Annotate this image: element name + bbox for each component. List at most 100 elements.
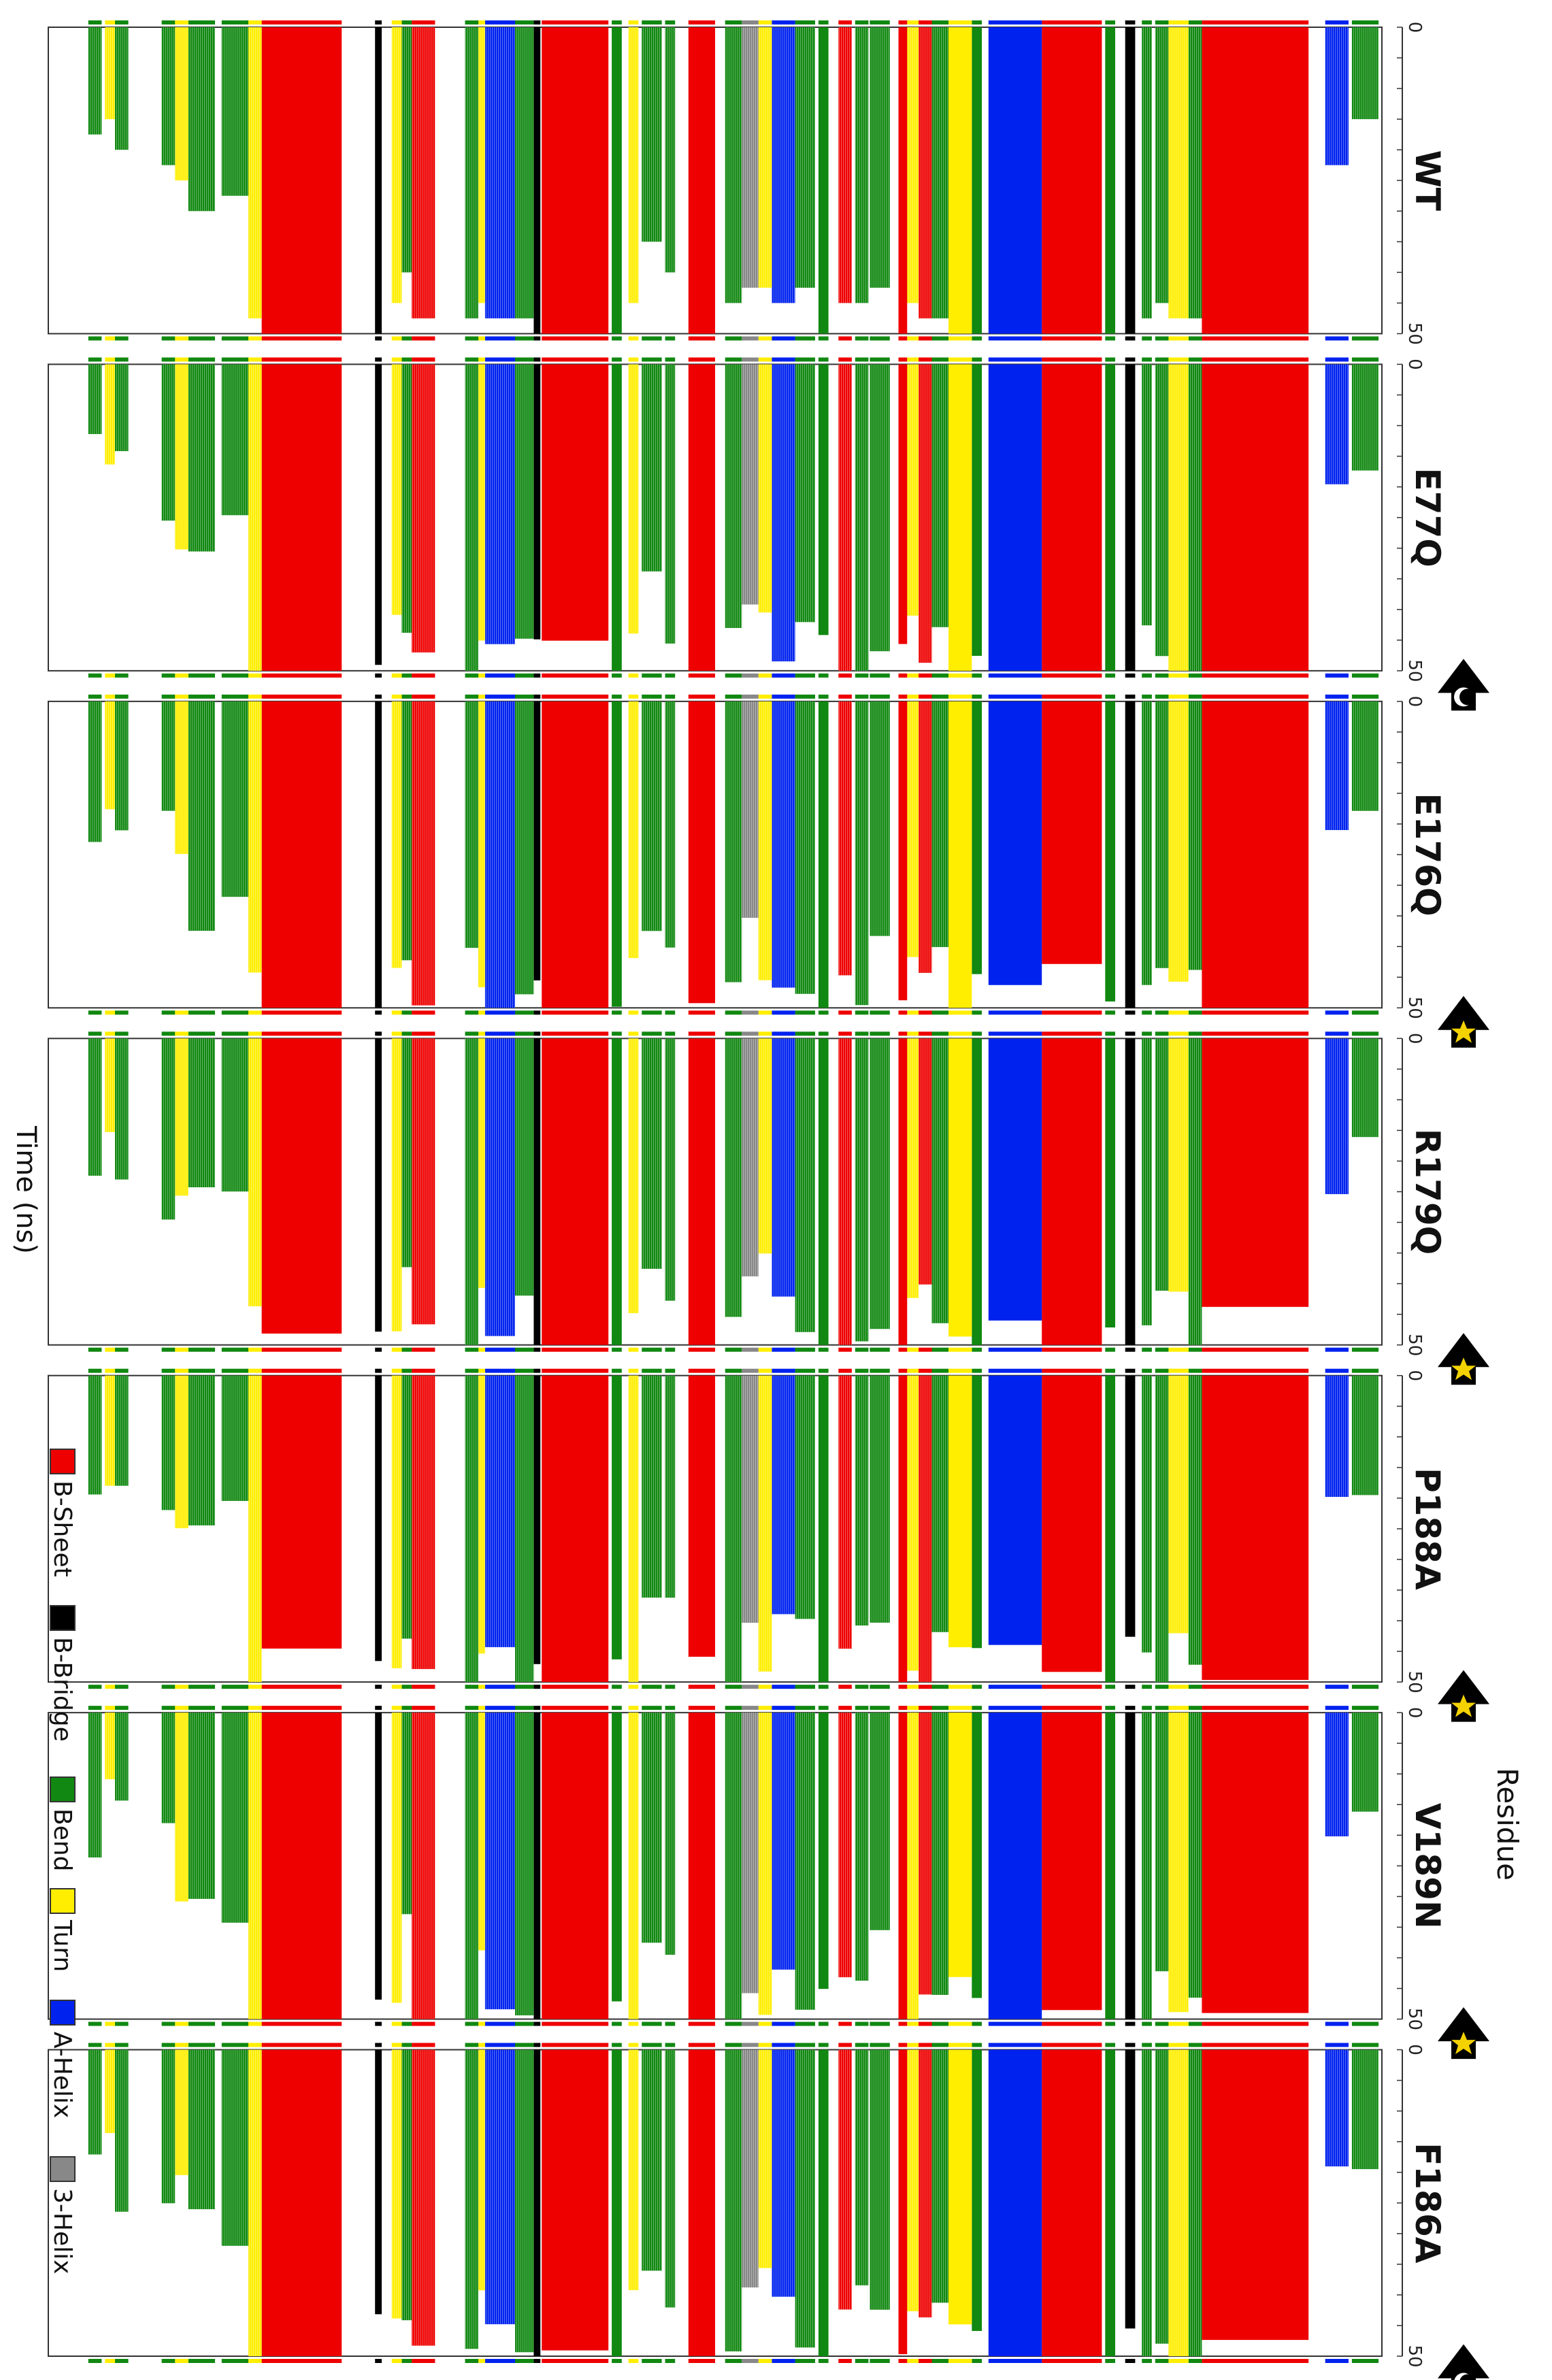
residue-strip-mark: [870, 336, 890, 341]
residue-strip-mark: [391, 1031, 402, 1036]
residue-strip-mark: [391, 1685, 402, 1689]
legend-label: B-Sheet: [48, 1481, 76, 1577]
residue-strip-mark: [175, 1706, 188, 1710]
residue-strip-mark: [175, 1685, 188, 1689]
band-b-sheet-9: [1042, 1713, 1102, 2011]
band-texture: [665, 1038, 676, 1301]
band-bend-11: [972, 701, 982, 974]
residue-strip-mark: [665, 1706, 676, 1710]
band-texture: [88, 27, 102, 135]
band-b-bridge-7: [1125, 364, 1136, 671]
residue-strip-mark: [665, 1347, 676, 1352]
residue-strip-mark: [514, 1368, 534, 1373]
band-texture: [855, 1713, 869, 1981]
band-b-sheet-2: [1202, 27, 1309, 334]
residue-strip-mark: [688, 1010, 715, 1015]
residue-strip-mark: [105, 1347, 115, 1352]
band-texture: [642, 1713, 662, 1943]
band-texture: [918, 1038, 932, 1285]
band-turn-12: [948, 1375, 972, 1648]
residue-strip-mark: [1325, 1706, 1349, 1710]
residue-strip-mark: [1325, 1685, 1349, 1689]
residue-strip-mark: [795, 1368, 815, 1373]
residue-strip-mark: [1351, 357, 1379, 362]
residue-strip-mark: [931, 673, 948, 678]
residue-strip-mark: [514, 673, 534, 678]
residue-strip-mark: [1142, 1368, 1152, 1373]
residue-strip-mark: [1042, 2043, 1102, 2047]
residue-strip-mark: [918, 1347, 932, 1352]
residue-strip-mark: [772, 1031, 795, 1036]
residue-strip-mark: [484, 694, 515, 699]
residue-strip-mark: [161, 673, 176, 678]
residue-strip-mark: [931, 1368, 948, 1373]
band-texture: [188, 27, 215, 212]
band-texture: [514, 2049, 534, 2353]
residue-strip-mark: [175, 1347, 188, 1352]
residue-strip-mark: [1351, 20, 1379, 24]
residue-strip-mark: [1155, 2021, 1169, 2026]
band-texture: [221, 364, 248, 516]
residue-strip-mark: [248, 1368, 262, 1373]
band-texture: [484, 1713, 515, 2010]
band-texture: [918, 1713, 932, 1995]
residue-strip-mark: [1042, 694, 1102, 699]
residue-strip-mark: [772, 2021, 795, 2026]
residue-strip-mark: [1325, 357, 1349, 362]
residue-strip-mark: [478, 1347, 485, 1352]
residue-strip-mark: [248, 2021, 262, 2026]
band-texture: [1351, 1375, 1379, 1495]
band-texture: [478, 364, 485, 641]
residue-strip-mark: [628, 336, 639, 341]
residue-strip-mark: [401, 1685, 412, 1689]
band-texture: [175, 1375, 188, 1529]
residue-strip-mark: [642, 1347, 662, 1352]
residue-strip-mark: [248, 673, 262, 678]
band-b-bridge-32: [533, 2049, 541, 2357]
residue-strip-mark: [725, 1685, 742, 1689]
band-b-sheet-31: [542, 1375, 609, 1683]
residue-strip-mark: [401, 1031, 412, 1036]
residue-strip-mark: [465, 673, 479, 678]
residue-strip-mark: [115, 2359, 129, 2363]
residue-strip-mark: [484, 336, 515, 341]
band-texture: [478, 1038, 485, 1288]
band-bend-30: [612, 1375, 622, 1659]
residue-strip-mark: [1325, 2359, 1349, 2363]
residue-strip-mark: [105, 336, 115, 341]
star-marker-icon: [1438, 1333, 1489, 1385]
band-texture: [412, 2049, 435, 2346]
band-b-sheet-9: [1042, 701, 1102, 964]
residue-strip-mark: [642, 2021, 662, 2026]
band-texture: [907, 1375, 919, 1671]
residue-strip-mark: [772, 357, 795, 362]
residue-strip-mark: [898, 20, 908, 24]
residue-strip-mark: [261, 673, 342, 678]
residue-strip-mark: [948, 1031, 972, 1036]
residue-strip-mark: [988, 694, 1042, 699]
band-texture: [115, 27, 129, 150]
band-texture: [1188, 1713, 1202, 1998]
residue-strip-mark: [742, 1347, 759, 1352]
band-texture: [742, 1713, 759, 1994]
residue-strip-mark: [918, 1031, 932, 1036]
residue-strip-mark: [161, 1347, 176, 1352]
residue-strip-mark: [818, 1031, 829, 1036]
band-texture: [88, 701, 102, 842]
residue-strip-mark: [484, 673, 515, 678]
residue-strip-mark: [742, 1368, 759, 1373]
residue-strip-mark: [412, 1347, 435, 1352]
residue-strip-mark: [628, 673, 639, 678]
band-b-bridge-7: [1125, 2049, 1136, 2329]
residue-strip-mark: [665, 2043, 676, 2047]
panel-r179q: 0 50 R179Q: [48, 1031, 1489, 1385]
band-texture: [484, 701, 515, 1008]
residue-strip-mark: [261, 2359, 342, 2363]
residue-strip-mark: [665, 357, 676, 362]
band-turn-12: [948, 2049, 972, 2325]
residue-strip-mark: [948, 1706, 972, 1710]
residue-strip-mark: [918, 2359, 932, 2363]
residue-strip-mark: [261, 1706, 342, 1710]
residue-strip-mark: [688, 1031, 715, 1036]
band-turn-12: [948, 1038, 972, 1337]
